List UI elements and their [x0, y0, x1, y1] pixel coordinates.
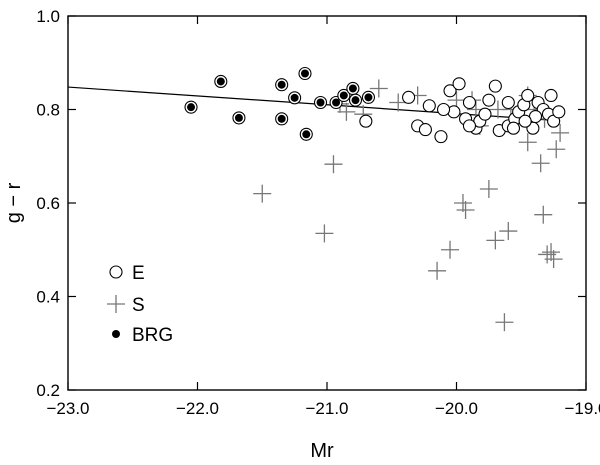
s-point	[547, 140, 566, 159]
y-tick-label: 1.0	[36, 7, 60, 26]
x-tick-label: −23.0	[46, 399, 89, 418]
s-point	[456, 201, 475, 220]
s-point	[499, 222, 518, 241]
e-point	[434, 130, 448, 144]
legend-marker-e	[109, 265, 123, 279]
e-point	[443, 84, 457, 98]
axis-ticks: −23.0 −22.0 −21.0 −20.0 −19.0 0.2 0.4 0.6 0.8 1.0	[36, 7, 600, 418]
brg-point	[290, 93, 299, 102]
brg-point	[332, 98, 341, 107]
legend-label-s: S	[132, 295, 145, 316]
s-point	[453, 194, 472, 212]
s-point	[518, 133, 537, 152]
e-point	[501, 95, 515, 110]
s-point	[531, 154, 550, 173]
brg-point	[216, 77, 225, 86]
e-point	[552, 105, 566, 119]
brg-point	[316, 98, 325, 107]
brg-point	[277, 114, 286, 123]
e-point	[462, 119, 477, 133]
legend-label-brg: BRG	[132, 325, 173, 346]
e-point	[462, 95, 477, 110]
e-point	[478, 107, 492, 121]
s-point	[544, 250, 563, 269]
s-point	[389, 93, 408, 112]
e-point	[506, 121, 521, 135]
e-point	[518, 114, 532, 128]
brg-point	[300, 69, 309, 78]
y-tick-label: 0.6	[36, 194, 60, 213]
e-point	[452, 77, 466, 91]
legend-label-e: E	[132, 263, 145, 284]
e-point	[436, 102, 451, 117]
x-tick-label: −22.0	[176, 399, 219, 418]
s-point	[324, 155, 343, 174]
e-point	[482, 93, 496, 107]
s-point	[534, 205, 553, 224]
e-point	[402, 90, 416, 104]
brg-point	[339, 91, 348, 100]
data-points	[184, 66, 570, 332]
legend: ES BRG	[107, 263, 173, 346]
brg-point	[187, 103, 196, 112]
x-tick-label: −21.0	[305, 399, 348, 418]
e-point	[422, 99, 436, 113]
e-point	[488, 79, 502, 93]
s-point	[551, 123, 570, 142]
x-axis-title: Mr	[310, 440, 334, 462]
y-axis-title: g − r	[3, 182, 25, 223]
s-point	[253, 184, 272, 203]
y-tick-label: 0.8	[36, 101, 60, 120]
s-point	[315, 224, 334, 243]
s-point	[441, 240, 460, 259]
brg-point	[234, 113, 243, 122]
s-point	[337, 102, 356, 121]
x-tick-label: −19.0	[564, 399, 600, 418]
e-point	[544, 88, 558, 103]
e-point	[418, 123, 432, 137]
y-tick-label: 0.2	[36, 381, 60, 400]
s-point	[495, 313, 514, 332]
brg-point	[364, 93, 373, 102]
y-tick-label: 0.4	[36, 288, 60, 307]
x-tick-label: −20.0	[435, 399, 478, 418]
s-point	[428, 261, 447, 280]
e-point	[521, 88, 535, 103]
brg-point	[351, 96, 360, 105]
s-point	[542, 243, 561, 262]
brg-point	[277, 80, 286, 89]
e-point	[359, 114, 373, 128]
s-point	[369, 79, 388, 98]
legend-marker-s	[107, 295, 125, 313]
legend-marker-brg	[112, 330, 120, 338]
s-point	[479, 179, 498, 198]
s-point	[486, 231, 505, 250]
brg-point	[348, 84, 357, 93]
brg-point	[302, 130, 311, 139]
